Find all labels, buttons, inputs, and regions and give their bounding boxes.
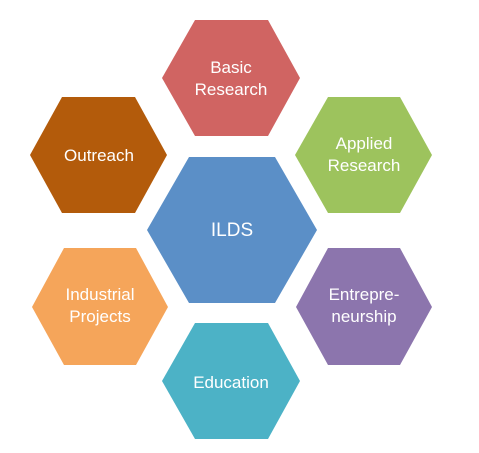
- hex-outreach-label-line: Outreach: [64, 146, 134, 165]
- hex-center-label: ILDS: [211, 220, 253, 241]
- hex-industrial-projects: Industrial Projects: [32, 248, 168, 365]
- hex-center: ILDS: [147, 157, 317, 303]
- hex-outreach: Outreach: [30, 97, 167, 213]
- hex-industrial-projects-label-line: Projects: [69, 307, 130, 326]
- hex-entrepreneurship-shape: [296, 248, 432, 365]
- hex-applied-research-shape: [295, 97, 432, 213]
- hex-entrepreneurship-label: Entrepre-neurship: [329, 285, 400, 326]
- hex-education: Education: [162, 323, 300, 439]
- hex-entrepreneurship-label-line: Entrepre-: [329, 285, 400, 304]
- hex-outreach-shape: [30, 97, 167, 213]
- hex-center-label-line: ILDS: [211, 220, 253, 241]
- hex-education-label-line: Education: [193, 373, 269, 392]
- hex-applied-research-label-line: Applied: [336, 134, 393, 153]
- hex-entrepreneurship-label-line: neurship: [331, 307, 396, 326]
- hex-industrial-projects-label: Industrial Projects: [66, 285, 135, 326]
- hex-entrepreneurship: Entrepre-neurship: [296, 248, 432, 365]
- hex-basic-research-label-line: Research: [195, 80, 268, 99]
- hex-industrial-projects-shape: [32, 248, 168, 365]
- hex-basic-research-shape: [162, 20, 300, 136]
- hex-applied-research: Applied Research: [295, 97, 432, 213]
- hex-basic-research: Basic Research: [162, 20, 300, 136]
- hex-center-shape: [147, 157, 317, 303]
- hex-industrial-projects-label-line: Industrial: [66, 285, 135, 304]
- hex-basic-research-label: Basic Research: [195, 58, 268, 99]
- hex-applied-research-label-line: Research: [328, 156, 401, 175]
- hex-education-label: Education: [193, 373, 269, 392]
- hex-outreach-label: Outreach: [64, 146, 134, 165]
- hex-applied-research-label: Applied Research: [328, 134, 401, 175]
- hex-basic-research-label-line: Basic: [210, 58, 252, 77]
- hex-education-shape: [162, 323, 300, 439]
